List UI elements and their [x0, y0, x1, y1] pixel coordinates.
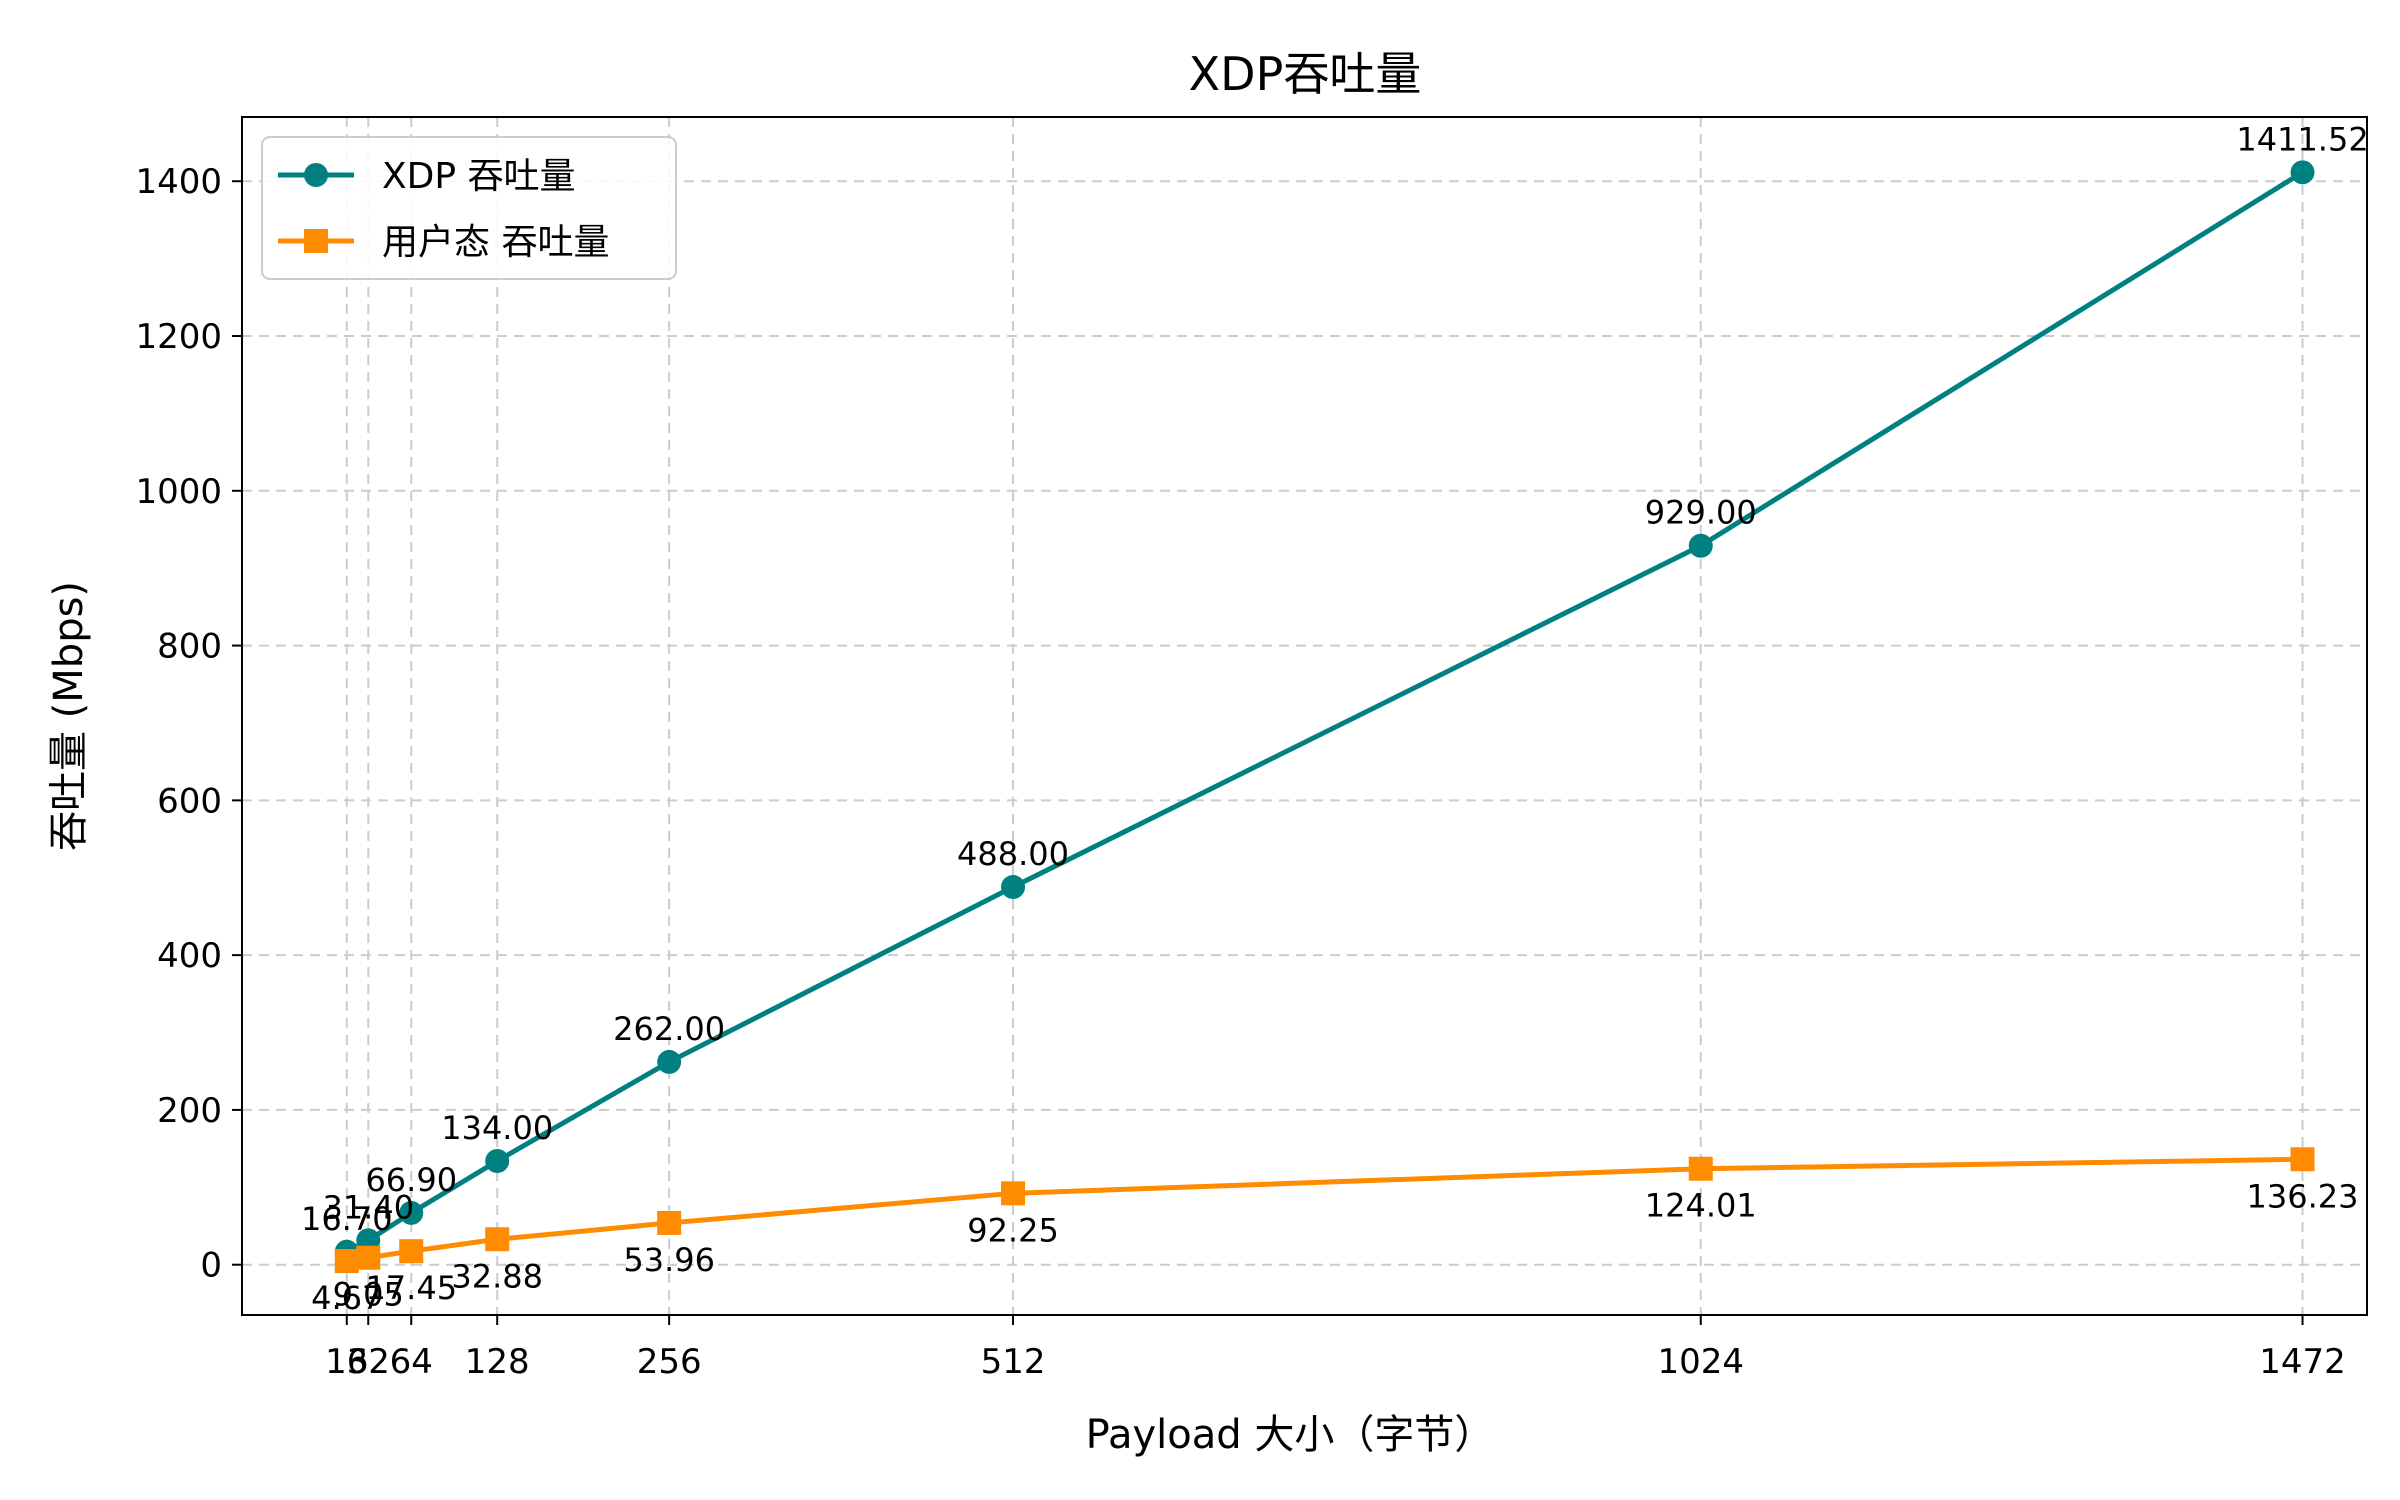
- x-tick-label: 32: [347, 1342, 390, 1382]
- data-point-square: [1001, 1181, 1026, 1206]
- data-label: 136.23: [2247, 1177, 2359, 1215]
- y-tick-label: 1200: [135, 317, 222, 357]
- data-point-square: [2290, 1147, 2315, 1172]
- data-label: 31.40: [322, 1188, 414, 1226]
- data-point-circle: [485, 1148, 510, 1173]
- x-tick-label: 1024: [1657, 1342, 1744, 1382]
- y-tick-label: 400: [157, 936, 222, 976]
- data-label: 262.00: [613, 1010, 725, 1048]
- y-tick-label: 600: [157, 781, 222, 821]
- data-label: 1411.52: [2236, 120, 2368, 158]
- data-point-square: [399, 1239, 424, 1264]
- x-tick-label: 1472: [2259, 1342, 2346, 1382]
- data-label: 929.00: [1645, 494, 1757, 532]
- data-point-circle: [2290, 160, 2315, 185]
- x-axis-label: Payload 大小（字节）: [1086, 1412, 1495, 1458]
- y-tick-label: 800: [157, 627, 222, 667]
- data-point-square: [1688, 1156, 1713, 1181]
- data-label: 32.88: [451, 1257, 543, 1295]
- data-point-square: [485, 1227, 510, 1252]
- data-label: 9.05: [333, 1276, 404, 1314]
- data-label: 488.00: [957, 835, 1069, 873]
- y-tick-label: 1400: [135, 162, 222, 202]
- data-point-circle: [1688, 533, 1713, 558]
- data-point-circle: [657, 1049, 682, 1074]
- x-tick-label: 256: [637, 1342, 702, 1382]
- data-label: 134.00: [441, 1109, 553, 1147]
- data-point-square: [356, 1245, 381, 1270]
- x-tick-label: 512: [981, 1342, 1046, 1382]
- chart-title: XDP吞吐量: [1189, 47, 1422, 101]
- x-tick-label: 64: [390, 1342, 433, 1382]
- legend-marker-square: [304, 229, 328, 253]
- data-point-square: [657, 1210, 682, 1235]
- plot-frame: [241, 116, 2368, 1316]
- data-point-circle: [1001, 875, 1026, 900]
- legend-label-1: XDP 吞吐量: [382, 156, 576, 197]
- legend-box: [261, 136, 677, 280]
- data-label: 4.67: [311, 1279, 382, 1317]
- data-label: 124.01: [1645, 1187, 1757, 1225]
- y-tick-label: 1000: [135, 472, 222, 512]
- x-tick-label: 128: [465, 1342, 530, 1382]
- series-layer: [334, 160, 2315, 1274]
- y-tick-label: 0: [200, 1246, 222, 1286]
- data-label: 92.25: [967, 1211, 1059, 1249]
- data-label: 16.70: [301, 1200, 393, 1238]
- data-point-circle: [399, 1200, 424, 1225]
- legend-label-2: 用户态 吞吐量: [382, 222, 609, 263]
- y-tick-label: 200: [157, 1091, 222, 1131]
- legend-marker-circle: [304, 163, 328, 187]
- data-label: 17.45: [365, 1269, 457, 1307]
- data-label: 53.96: [623, 1241, 715, 1279]
- data-label: 66.90: [365, 1161, 457, 1199]
- data-point-square: [334, 1249, 359, 1274]
- x-tick-label: 16: [325, 1342, 368, 1382]
- grid-layer: [242, 117, 2367, 1315]
- y-axis-label: 吞吐量 (Mbps): [46, 581, 92, 851]
